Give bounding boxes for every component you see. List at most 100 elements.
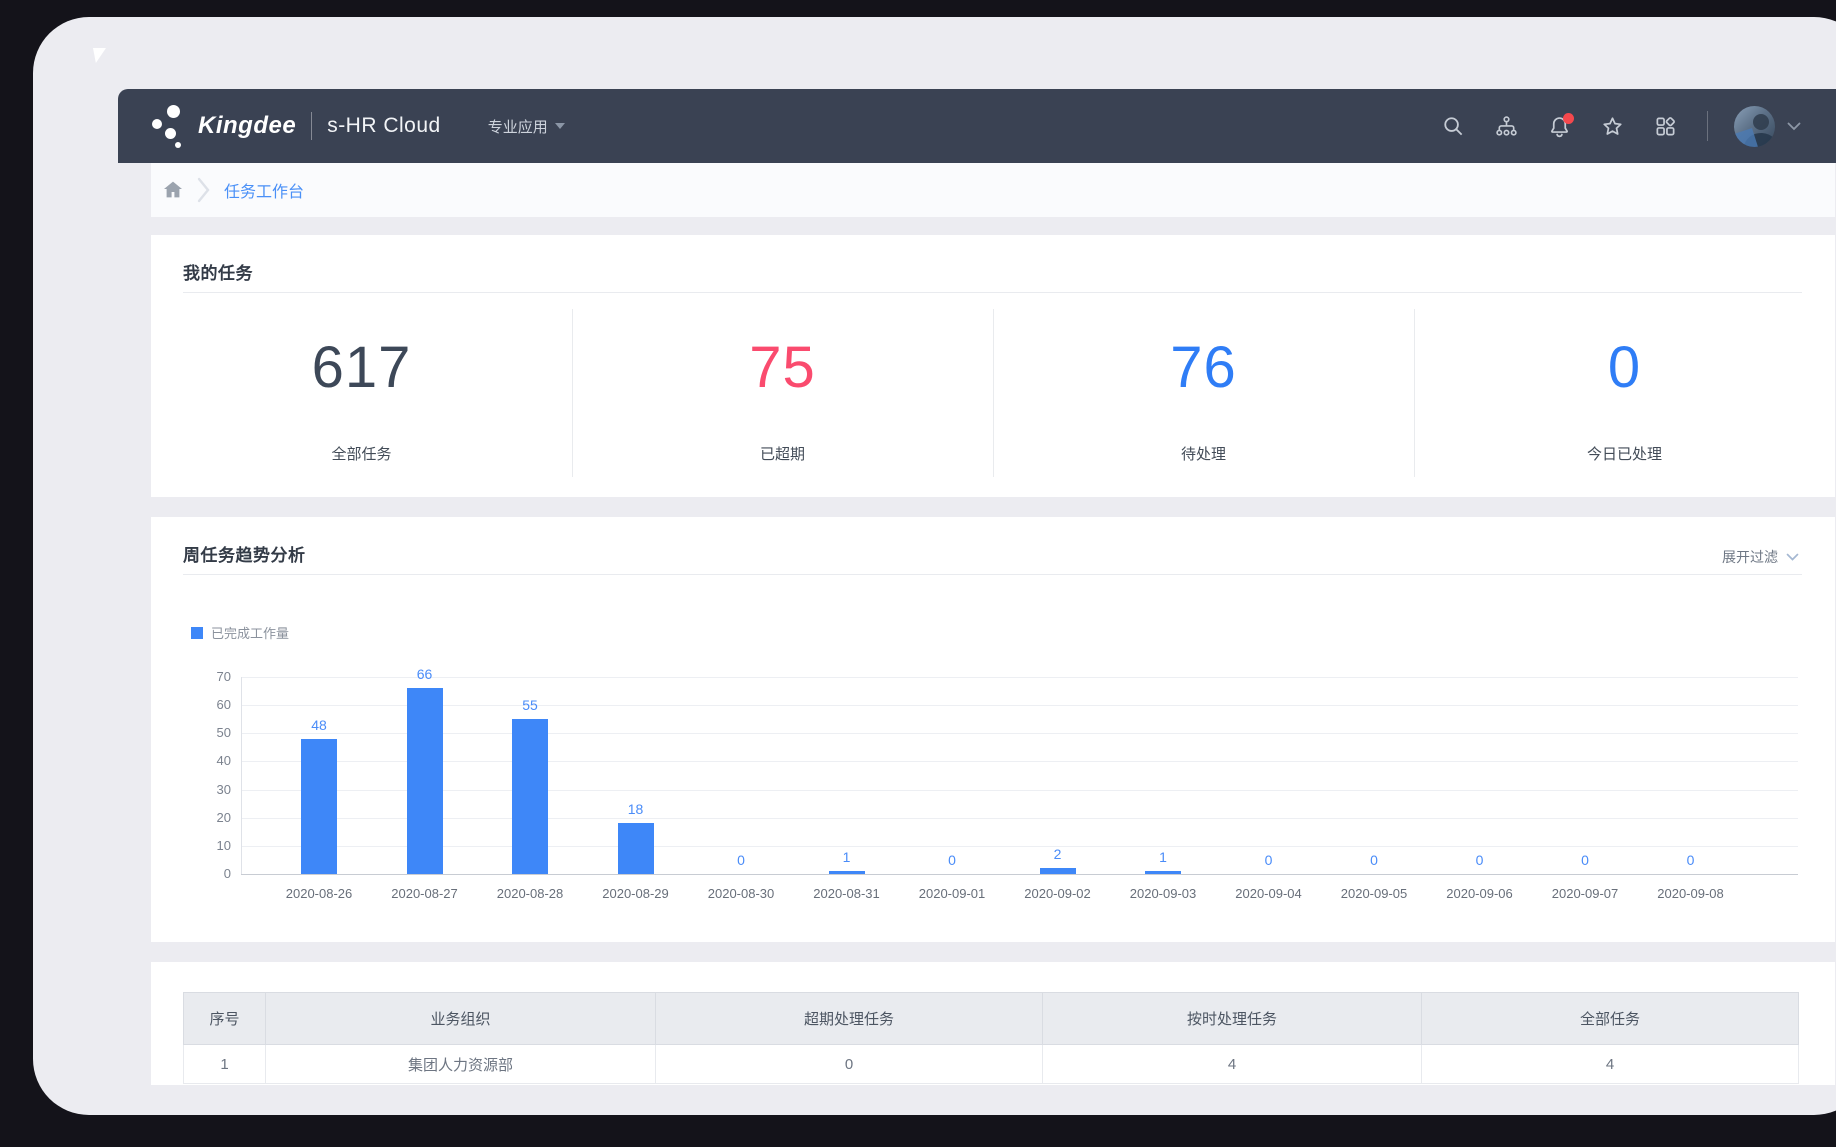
professional-apps-menu[interactable]: 专业应用: [488, 116, 565, 137]
gridline: [241, 845, 1798, 847]
x-axis-tick-label: 2020-09-03: [1129, 886, 1197, 901]
section-rule: [183, 292, 1802, 293]
stat-value: 76: [1170, 335, 1237, 400]
weekly-trend-title: 周任务趋势分析: [183, 546, 306, 565]
y-axis-tick-label: 40: [216, 753, 231, 769]
x-axis-tick-label: 2020-09-06: [1446, 886, 1513, 901]
stat-label: 待处理: [1180, 446, 1226, 463]
y-axis-tick-label: 70: [216, 669, 231, 684]
bar-value-label: 18: [627, 801, 644, 818]
chart-bar: [828, 871, 865, 874]
table-header-row: 序号 业务组织 超期处理任务 按时处理任务 全部任务: [183, 992, 1799, 1045]
stat-processed-today[interactable]: 0 今日已处理: [1414, 293, 1835, 497]
x-axis-tick-label: 2020-09-04: [1235, 886, 1302, 901]
stat-overdue[interactable]: 75 已超期: [572, 293, 993, 497]
chart-plot: 0 10 20 30 40 50 60 70 48 2020-08-26 66 2020-08-27 5…: [217, 666, 1798, 901]
chart-bar: [1145, 871, 1181, 874]
y-axis-tick-label: 30: [216, 781, 231, 797]
bar-value-label: 0: [948, 852, 956, 868]
stats-row: 617 全部任务 75 已超期 76 待处理 0 今日已处理: [151, 293, 1835, 497]
gridline: [241, 761, 1798, 763]
x-axis-tick-label: 2020-08-30: [707, 886, 775, 901]
x-axis-tick-label: 2020-08-27: [391, 886, 458, 901]
y-axis-tick-label: 0: [223, 866, 231, 881]
chart-bar: [512, 719, 548, 874]
my-tasks-title: 我的任务: [183, 264, 253, 283]
expand-filter-toggle[interactable]: 展开过滤: [1722, 547, 1799, 567]
y-axis-tick-label: 20: [216, 809, 231, 825]
x-axis-tick-label: 2020-09-07: [1551, 886, 1619, 901]
col-header-overdue-tasks: 超期处理任务: [655, 992, 1043, 1045]
notification-bell-icon[interactable]: [1548, 112, 1574, 138]
account-chevron-down-icon[interactable]: [1787, 122, 1801, 131]
bar-value-label: 0: [737, 852, 745, 868]
breadcrumb: 任务工作台: [151, 163, 1835, 217]
x-axis-tick-label: 2020-08-29: [602, 886, 669, 901]
gridline: [241, 817, 1798, 819]
col-header-all-tasks: 全部任务: [1421, 992, 1799, 1045]
bar-value-label: 2: [1053, 846, 1062, 863]
favorites-star-icon[interactable]: [1601, 115, 1624, 138]
y-axis-tick-label: 60: [216, 697, 231, 713]
table-row[interactable]: 1 集团人力资源部 0 4 4: [183, 1044, 1799, 1084]
stat-divider: [993, 309, 994, 477]
top-navbar: Kingdee s-HR Cloud 专业应用: [118, 89, 1836, 163]
y-axis-tick-label: 50: [216, 725, 231, 741]
bar-value-label: 48: [311, 716, 327, 733]
x-axis-tick-label: 2020-09-01: [918, 886, 986, 901]
x-axis-line: [241, 874, 1798, 875]
bar-value-label: 0: [1264, 852, 1273, 868]
chevron-down-icon: [1786, 553, 1799, 561]
chart-bar: [301, 738, 337, 874]
gridline: [241, 789, 1798, 791]
stat-label: 今日已处理: [1586, 446, 1662, 463]
product-name: s-HR Cloud: [327, 114, 441, 137]
bar-value-label: 66: [416, 666, 433, 683]
weekly-trend-card: 周任务趋势分析 展开过滤 已完成工作量 0 10 20 30 40 50 60 70 48 202…: [151, 517, 1835, 942]
stat-label: 全部任务: [331, 446, 392, 463]
chart-bar: [617, 823, 654, 874]
app-launcher-icon[interactable]: [1654, 115, 1677, 138]
cell-all-tasks: 4: [1421, 1044, 1799, 1084]
bar-value-label: 0: [1686, 852, 1695, 868]
brand-separator: [311, 112, 313, 140]
org-stats-card: 序号 业务组织 超期处理任务 按时处理任务 全部任务 1 集团人力资源部 0 4…: [151, 962, 1835, 1085]
bar-value-label: 55: [522, 697, 538, 714]
gridline: [241, 677, 1798, 678]
gridline: [241, 705, 1798, 707]
x-axis-tick-label: 2020-08-26: [285, 886, 353, 901]
chevron-down-icon: [554, 123, 565, 129]
bar-value-label: 1: [842, 849, 851, 866]
stat-pending[interactable]: 76 待处理: [993, 293, 1414, 497]
legend-label: 已完成工作量: [211, 626, 290, 641]
stat-total-tasks[interactable]: 617 全部任务: [151, 293, 572, 497]
brand-name: Kingdee: [198, 112, 297, 139]
bar-value-label: 0: [1370, 852, 1378, 868]
bar-value-label: 0: [1475, 852, 1484, 868]
home-icon[interactable]: [161, 178, 185, 202]
device-frame: Kingdee s-HR Cloud 专业应用: [33, 17, 1836, 1115]
x-axis-tick-label: 2020-09-05: [1340, 886, 1408, 901]
col-header-ontime-tasks: 按时处理任务: [1042, 992, 1422, 1045]
chart-legend[interactable]: 已完成工作量: [191, 623, 289, 642]
col-header-business-org: 业务组织: [265, 992, 656, 1045]
navbar-divider: [1707, 111, 1708, 141]
stat-value: 0: [1607, 335, 1642, 400]
chart-bar: [1039, 868, 1076, 874]
expand-filter-label: 展开过滤: [1722, 549, 1778, 565]
cell-index: 1: [183, 1044, 266, 1084]
y-axis-tick-label: 10: [216, 837, 231, 853]
x-axis-tick-label: 2020-09-08: [1657, 886, 1724, 901]
y-axis-line: [241, 677, 242, 874]
search-icon[interactable]: [1442, 115, 1465, 138]
user-avatar[interactable]: [1734, 105, 1775, 147]
org-chart-icon[interactable]: [1495, 115, 1518, 138]
cell-business-org: 集团人力资源部: [265, 1044, 656, 1084]
my-tasks-card: 我的任务 617 全部任务 75 已超期 76 待处理 0 今日已处理: [151, 235, 1835, 497]
cell-overdue-tasks: 0: [655, 1044, 1043, 1084]
bar-value-label: 1: [1159, 849, 1167, 866]
breadcrumb-current-page[interactable]: 任务工作台: [224, 184, 305, 201]
cell-ontime-tasks: 4: [1042, 1044, 1422, 1084]
gridline: [241, 733, 1798, 735]
stat-divider: [1414, 309, 1415, 477]
